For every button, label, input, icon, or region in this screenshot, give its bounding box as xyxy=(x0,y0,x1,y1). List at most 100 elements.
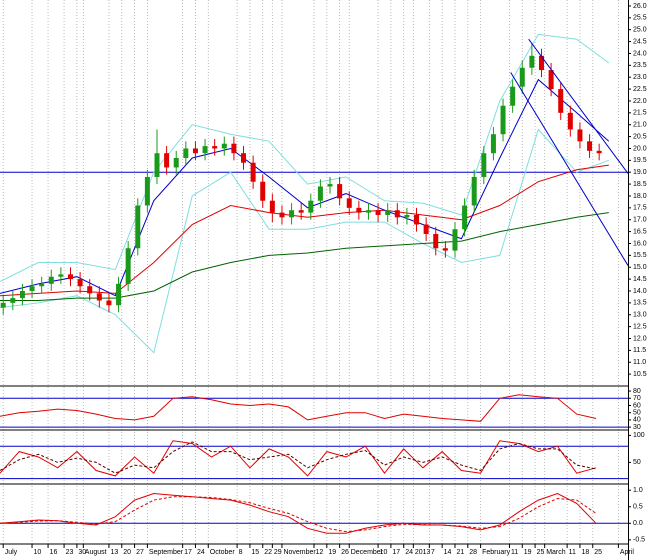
candle-body xyxy=(317,186,323,201)
candle-body xyxy=(154,153,160,177)
y-tick-label: 18.0 xyxy=(633,193,647,200)
x-tick-label: 29 xyxy=(274,549,282,556)
candle-body xyxy=(423,224,429,234)
y-tick-label: 50 xyxy=(633,459,641,466)
x-tick-label: 19 xyxy=(524,549,532,556)
x-tick-label: 10 xyxy=(34,549,42,556)
x-tick-label: August xyxy=(85,549,107,556)
y-tick-label: 12.5 xyxy=(633,323,647,330)
candle-body xyxy=(77,279,83,287)
y-tick-label: 17.5 xyxy=(633,205,647,212)
candle-body xyxy=(106,300,112,306)
candle-body xyxy=(192,148,198,154)
marks xyxy=(0,33,629,534)
candle-body xyxy=(269,200,275,213)
y-tick-label: 15.5 xyxy=(633,252,647,259)
x-tick-label: December xyxy=(351,549,384,556)
candle-body xyxy=(327,184,333,187)
candle-body xyxy=(67,274,73,280)
y-tick-label: 22.0 xyxy=(633,98,647,105)
candle-body xyxy=(10,298,16,303)
y-tick-label: 18.5 xyxy=(633,181,647,188)
candle-body xyxy=(452,229,458,251)
y-tick-label: 23.0 xyxy=(633,74,647,81)
y-tick-label: 17.0 xyxy=(633,217,647,224)
y-tick-label: 23.5 xyxy=(633,62,647,69)
x-tick-label: 2013 xyxy=(415,549,431,556)
candle-body xyxy=(510,86,516,106)
candle-body xyxy=(289,210,295,218)
x-tick-label: 14 xyxy=(444,549,452,556)
x-tick-label: 28 xyxy=(469,549,477,556)
candle-body xyxy=(577,129,583,142)
candle-body xyxy=(173,157,179,168)
x-tick-label: 8 xyxy=(239,549,243,556)
y-tick-label: 16.5 xyxy=(633,228,647,235)
x-tick-label: 19 xyxy=(328,549,336,556)
candle-body xyxy=(279,212,285,218)
candle-body xyxy=(394,210,400,218)
indicator-line xyxy=(0,128,609,354)
x-tick-label: 21 xyxy=(456,549,464,556)
x-tick-label: 17 xyxy=(184,549,192,556)
y-tick-label: 80 xyxy=(633,388,641,395)
y-tick-label: 100 xyxy=(633,432,645,439)
indicator-line xyxy=(0,33,610,282)
candle-body xyxy=(587,141,593,151)
y-tick-label: 0.0 xyxy=(633,520,643,527)
y-tick-label: 26.0 xyxy=(633,3,647,10)
candle-body xyxy=(125,248,131,284)
x-tick-label: 25 xyxy=(537,549,545,556)
y-tick-label: 11.0 xyxy=(633,359,646,366)
candle-body xyxy=(346,198,352,208)
indicator-line xyxy=(0,496,597,533)
y-tick-label: 20.5 xyxy=(633,133,647,140)
x-tick-label: November xyxy=(283,549,316,556)
candle-body xyxy=(442,248,448,251)
candle-body xyxy=(462,205,468,230)
x-tick-label: 22 xyxy=(264,549,272,556)
candle-body xyxy=(548,70,554,90)
x-tick-label: 17 xyxy=(392,549,400,556)
y-tick-label: 13.0 xyxy=(633,312,647,319)
y-tick-label: 60 xyxy=(633,402,641,409)
candle-body xyxy=(433,233,439,249)
candle-body xyxy=(144,176,150,206)
x-tick-label: 25 xyxy=(594,549,602,556)
x-tick-label: February xyxy=(482,549,511,556)
indicator-line xyxy=(0,440,597,477)
candle-body xyxy=(39,283,45,287)
candle-body xyxy=(58,274,64,277)
x-tick-label: 24 xyxy=(405,549,413,556)
trend-line xyxy=(528,38,629,174)
candle-body xyxy=(471,176,477,206)
trend-line xyxy=(510,72,629,266)
candle-body xyxy=(365,210,371,213)
candle-body xyxy=(596,150,602,154)
candle-body xyxy=(298,210,304,213)
y-tick-label: 30 xyxy=(633,424,641,431)
x-tick-label: April xyxy=(620,549,634,556)
indicator-line xyxy=(0,78,610,297)
candle-body xyxy=(221,143,227,149)
candle-body xyxy=(212,146,218,149)
x-tick-label: 10 xyxy=(380,549,388,556)
y-tick-label: 24.5 xyxy=(633,38,647,45)
candle-body xyxy=(250,162,256,182)
candle-body xyxy=(558,89,564,113)
x-tick-label: 18 xyxy=(581,549,589,556)
candle-body xyxy=(490,134,496,154)
candle-body xyxy=(116,283,122,306)
y-tick-label: 25.5 xyxy=(633,15,647,22)
y-tick-label: 12.0 xyxy=(633,335,647,342)
y-tick-label: 15.0 xyxy=(633,264,647,271)
candle-body xyxy=(29,286,35,291)
y-tick-label: 24.0 xyxy=(633,50,647,57)
candle-body xyxy=(529,55,535,68)
y-tick-label: 14.0 xyxy=(633,288,647,295)
x-tick-label: 16 xyxy=(50,549,58,556)
candle-body xyxy=(183,148,189,158)
candle-body xyxy=(260,181,266,201)
candle-body xyxy=(385,210,391,215)
candle-body xyxy=(337,184,343,199)
